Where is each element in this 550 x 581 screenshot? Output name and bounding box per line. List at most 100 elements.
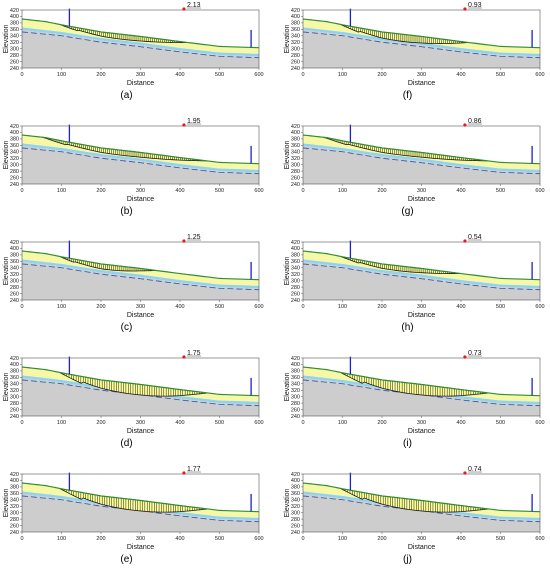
y-tick-label: 300 [10, 510, 19, 516]
ground-surface-line [22, 18, 259, 49]
panel-label: (i) [403, 438, 412, 449]
fs-marker-dot [182, 355, 186, 359]
piezometric-line [303, 263, 540, 291]
x-tick-label: 0 [301, 304, 304, 310]
x-tick-label: 0 [20, 72, 23, 78]
factor-of-safety-label: 1.75 [187, 350, 201, 357]
x-tick-label: 600 [254, 304, 263, 310]
y-tick-label: 340 [10, 382, 19, 388]
y-tick-label: 320 [10, 156, 19, 162]
x-tick-label: 600 [535, 304, 544, 310]
bedrock-layer [303, 493, 540, 532]
y-tick-label: 280 [10, 285, 19, 291]
x-tick-label: 400 [175, 420, 184, 426]
y-tick-label: 300 [10, 278, 19, 284]
bedrock-layer [303, 377, 540, 416]
water-bearing-layer [22, 143, 259, 173]
y-tick-label: 280 [10, 169, 19, 175]
x-tick-label: 400 [456, 420, 465, 426]
water-bearing-layer [303, 491, 540, 521]
y-tick-label: 320 [10, 504, 19, 510]
y-tick-label: 300 [291, 278, 300, 284]
y-axis-label: Elevation [3, 140, 10, 169]
y-tick-label: 240 [291, 530, 300, 536]
bedrock-layer [22, 261, 259, 300]
y-tick-label: 320 [291, 504, 300, 510]
y-tick-label: 380 [10, 21, 19, 27]
y-tick-label: 260 [291, 407, 300, 413]
panel-label: (a) [120, 90, 132, 101]
x-tick-label: 300 [417, 72, 426, 78]
y-tick-label: 360 [10, 375, 19, 381]
y-tick-label: 360 [291, 375, 300, 381]
y-axis-label: Elevation [3, 24, 10, 53]
ground-surface-line [303, 250, 540, 281]
factor-of-safety-label: 0.93 [468, 2, 482, 9]
y-tick-label: 320 [10, 40, 19, 46]
plot-area [303, 250, 540, 300]
bedrock-layer [22, 145, 259, 184]
x-tick-label: 500 [496, 304, 505, 310]
ground-surface-line [22, 482, 259, 513]
fs-marker-dot [182, 7, 186, 11]
y-axis-label: Elevation [284, 488, 291, 517]
bedrock-layer [22, 377, 259, 416]
piezometric-line [22, 31, 259, 59]
x-axis-label: Distance [408, 80, 435, 87]
y-tick-label: 380 [291, 137, 300, 143]
y-tick-label: 340 [291, 150, 300, 156]
x-tick-label: 200 [96, 420, 105, 426]
factor-of-safety-label: 0.74 [468, 466, 482, 473]
y-tick-label: 340 [10, 34, 19, 40]
y-tick-label: 360 [291, 491, 300, 497]
x-tick-label: 400 [456, 304, 465, 310]
y-tick-label: 240 [10, 66, 19, 72]
x-tick-label: 200 [377, 188, 386, 194]
x-tick-label: 300 [136, 188, 145, 194]
y-tick-label: 380 [291, 253, 300, 259]
ground-surface-line [22, 250, 259, 281]
plot-area [303, 18, 540, 68]
y-tick-label: 320 [291, 40, 300, 46]
ground-surface-line [22, 134, 259, 165]
x-tick-label: 0 [20, 188, 23, 194]
x-tick-label: 500 [215, 536, 224, 542]
y-tick-label: 300 [10, 394, 19, 400]
x-tick-label: 500 [496, 420, 505, 426]
water-bearing-layer [303, 143, 540, 173]
x-tick-label: 200 [96, 536, 105, 542]
y-tick-label: 360 [10, 259, 19, 265]
x-axis-label: Distance [127, 80, 154, 87]
y-tick-label: 260 [291, 59, 300, 65]
y-tick-label: 340 [10, 266, 19, 272]
x-tick-label: 300 [136, 72, 145, 78]
y-tick-label: 280 [10, 517, 19, 523]
x-tick-label: 200 [377, 72, 386, 78]
y-tick-label: 300 [291, 510, 300, 516]
x-tick-label: 400 [175, 536, 184, 542]
ground-surface-line [22, 366, 259, 397]
bedrock-layer [303, 145, 540, 184]
x-axis-label: Distance [127, 544, 154, 551]
panel-label: (e) [120, 554, 132, 565]
y-tick-label: 300 [10, 46, 19, 52]
y-tick-label: 280 [291, 285, 300, 291]
bedrock-layer [303, 29, 540, 68]
x-axis-label: Distance [408, 428, 435, 435]
x-tick-label: 500 [496, 536, 505, 542]
x-tick-label: 600 [535, 420, 544, 426]
x-tick-label: 0 [301, 72, 304, 78]
ground-surface-line [303, 482, 540, 513]
water-bearing-layer [22, 491, 259, 521]
x-tick-label: 100 [57, 420, 66, 426]
x-tick-label: 300 [417, 304, 426, 310]
panel-label: (h) [401, 322, 413, 333]
x-tick-label: 0 [20, 304, 23, 310]
y-tick-label: 340 [291, 382, 300, 388]
y-axis-label: Elevation [284, 372, 291, 401]
y-tick-label: 420 [291, 240, 300, 246]
